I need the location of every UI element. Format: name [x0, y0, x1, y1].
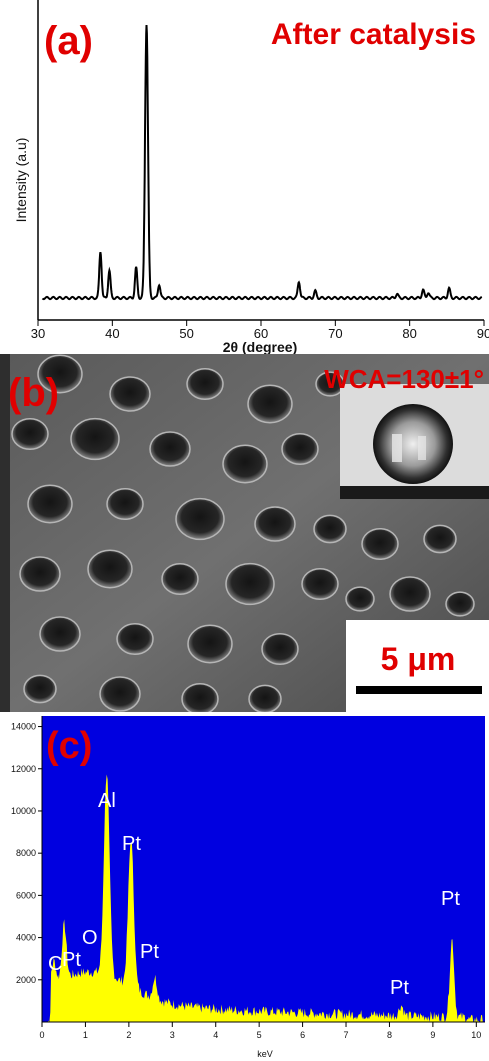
eds-y-tick-label: 2000 — [16, 975, 36, 985]
sem-pore — [445, 591, 475, 617]
eds-y-tick-label: 14000 — [11, 722, 36, 732]
sem-pore — [27, 484, 73, 524]
sem-pore — [423, 524, 457, 554]
panel-b-label: (b) — [8, 371, 59, 415]
sem-pore — [70, 417, 120, 461]
eds-panel: 0 1 2 3 4 5 6 7 8 9 10 2000 4000 6000 8000 10000 12000 14… — [0, 712, 489, 1061]
eds-x-tick-label: 5 — [257, 1030, 262, 1040]
sem-pore — [301, 567, 339, 601]
sem-pore — [87, 549, 133, 589]
sem-pore — [389, 576, 431, 612]
eds-y-tick-label: 8000 — [16, 848, 36, 858]
contact-angle-inset — [340, 384, 489, 499]
peak-label-c: C — [48, 953, 62, 975]
xrd-tick-label: 90 — [477, 326, 489, 341]
eds-x-tick-label: 6 — [300, 1030, 305, 1040]
xrd-xlabel: 2θ (degree) — [223, 339, 297, 354]
xrd-pattern-line — [41, 24, 483, 301]
sem-pore — [225, 562, 275, 606]
sem-pore — [187, 624, 233, 664]
sem-pore — [37, 354, 83, 394]
xrd-title: After catalysis — [271, 18, 476, 51]
eds-plot-area — [42, 716, 485, 1022]
xrd-chart: 30 40 50 60 70 80 90 (a) After catalysis Inten… — [13, 0, 489, 354]
xrd-tick-label: 60 — [254, 326, 268, 341]
eds-y-tick-label: 4000 — [16, 933, 36, 943]
water-droplet — [373, 404, 453, 484]
sem-pore — [247, 384, 293, 424]
sem-pore — [39, 616, 81, 652]
scale-bar — [356, 686, 482, 694]
peak-label-pt-3: Pt — [140, 941, 159, 963]
sem-pore — [261, 632, 299, 666]
sem-panel: (b) WCA=130±1° 5 μm — [0, 354, 489, 712]
eds-x-tick-label: 10 — [471, 1030, 481, 1040]
eds-spectrum-fill — [44, 774, 485, 1022]
eds-xlabel: keV — [257, 1049, 273, 1059]
eds-x-tick-label: 1 — [83, 1030, 88, 1040]
sem-pore — [313, 514, 347, 544]
peak-label-pt-4: Pt — [390, 977, 409, 999]
sem-pore — [106, 487, 144, 521]
sem-pore — [23, 674, 57, 704]
peak-label-pt-2: Pt — [122, 833, 141, 855]
xrd-tick-label: 50 — [179, 326, 193, 341]
sem-pore — [175, 497, 225, 541]
eds-x-tick-label: 4 — [213, 1030, 218, 1040]
sem-pore — [161, 562, 199, 596]
eds-y-tick-label: 6000 — [16, 890, 36, 900]
eds-y-tick-label: 10000 — [11, 806, 36, 816]
contact-angle-label: WCA=130±1° — [324, 364, 484, 394]
eds-x-tick-label: 0 — [39, 1030, 44, 1040]
sem-pore — [181, 682, 219, 712]
sem-pore — [116, 622, 154, 656]
sem-pore — [345, 586, 375, 612]
xrd-tick-label: 80 — [402, 326, 416, 341]
eds-x-tick-label: 9 — [430, 1030, 435, 1040]
sem-pore — [11, 417, 49, 451]
sem-pore — [281, 432, 319, 466]
eds-chart: 0 1 2 3 4 5 6 7 8 9 10 2000 4000 6000 8000 10000 12000 14… — [11, 716, 485, 1059]
scale-bar-box — [346, 620, 489, 712]
xrd-ylabel: Intensity (a.u) — [13, 138, 29, 223]
panel-a-label: (a) — [44, 19, 93, 63]
sem-pore — [99, 676, 141, 712]
sem-image: (b) WCA=130±1° 5 μm — [8, 354, 489, 712]
sem-pore — [361, 527, 399, 561]
eds-x-tick-label: 8 — [387, 1030, 392, 1040]
sem-pore — [248, 684, 282, 712]
sem-pore — [186, 367, 224, 401]
eds-y-tick-label: 12000 — [11, 764, 36, 774]
sem-pore — [109, 376, 151, 412]
peak-label-o: O — [82, 927, 98, 949]
xrd-tick-label: 70 — [328, 326, 342, 341]
xrd-tick-label: 40 — [105, 326, 119, 341]
panel-c-label: (c) — [46, 725, 92, 767]
sem-pore — [149, 431, 191, 467]
peak-label-al: Al — [98, 790, 116, 812]
sem-pore — [254, 506, 296, 542]
peak-label-pt-5: Pt — [441, 888, 460, 910]
eds-x-tick-label: 3 — [170, 1030, 175, 1040]
scale-bar-label: 5 μm — [381, 641, 456, 677]
eds-x-tick-label: 2 — [126, 1030, 131, 1040]
xrd-tick-label: 30 — [31, 326, 45, 341]
xrd-panel: 30 40 50 60 70 80 90 (a) After catalysis Inten… — [0, 0, 489, 354]
eds-x-tick-label: 7 — [344, 1030, 349, 1040]
sem-pores — [11, 354, 475, 712]
sem-pore — [19, 556, 61, 592]
peak-label-pt-1: Pt — [62, 949, 81, 971]
sem-pore — [222, 444, 268, 484]
